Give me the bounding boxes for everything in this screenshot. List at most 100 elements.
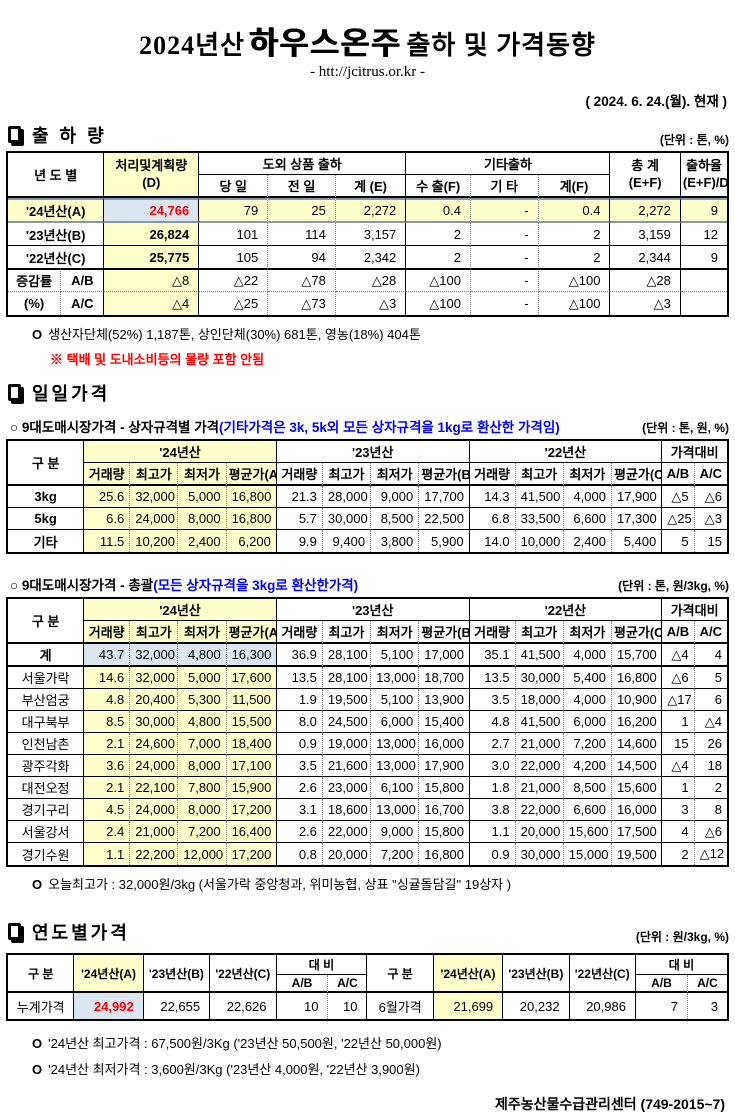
table-cell: △100 <box>538 269 611 292</box>
table-cell: 3.1 <box>276 799 323 821</box>
box-price-title-note: (기타가격은 3k, 5k외 모든 상자규격을 1kg로 환산한 가격임) <box>219 420 560 435</box>
table-cell: 16,300 <box>226 644 277 667</box>
table-cell: 20,400 <box>130 689 179 711</box>
col-high: 최고가 <box>515 621 564 644</box>
col-low: 최저가 <box>371 463 420 486</box>
table-cell: 경기수원 <box>8 843 85 865</box>
table-cell: 4,000 <box>563 486 612 508</box>
section-header-shipment: 출 하 량 (단위 : 톤, %) <box>6 122 729 148</box>
table-cell: 4,000 <box>563 644 612 667</box>
table-cell: 5,100 <box>371 689 420 711</box>
table-cell: 8,000 <box>178 799 227 821</box>
table-cell: 대전오정 <box>8 777 85 799</box>
table-cell: 79 <box>199 198 269 223</box>
section-title-shipment: 출 하 량 <box>32 126 107 146</box>
note-bullet: O <box>32 877 43 892</box>
table-cell: △100 <box>406 269 471 292</box>
producer-note-text: 생산자단체(52%) 1,187톤, 상인단체(30%) 681톤, 영농(18… <box>48 327 421 342</box>
table-cell: 18,000 <box>515 689 564 711</box>
table-cell: 3.5 <box>276 755 323 777</box>
summary-title-note: (모든 상자규격을 3kg로 환산한가격) <box>153 578 359 593</box>
table-cell: 6 <box>694 689 727 711</box>
table-cell: △25 <box>662 508 695 530</box>
colgroup-2022: '22년산 <box>469 599 663 621</box>
section-square-icon <box>8 922 21 940</box>
col-low: 최저가 <box>178 463 227 486</box>
table-cell: 25,775 <box>104 246 200 269</box>
table-cell: 7,200 <box>563 733 612 755</box>
table-cell: - <box>470 246 539 269</box>
title-main: 하우스온주 <box>249 26 402 61</box>
table-cell: △73 <box>268 292 336 315</box>
table-cell: 8,500 <box>371 508 420 530</box>
today-high-note-text: 오늘최고가 : 32,000원/3kg (서울가락 중앙청과, 위미농협, 상표… <box>48 877 512 892</box>
table-cell: 17,000 <box>419 644 470 667</box>
table-cell: 5,000 <box>178 667 227 689</box>
col-ac: A/C <box>694 463 727 486</box>
table-cell: △3 <box>610 292 681 315</box>
table-cell: 11,500 <box>226 689 277 711</box>
table-cell: 0.8 <box>277 843 323 865</box>
table-cell: 11.5 <box>84 530 131 552</box>
table-cell: 2.6 <box>276 777 323 799</box>
table-cell: 2,272 <box>335 198 407 223</box>
summary-price-table-body: 계 43.7 32,000 4,800 16,300 36.9 28,100 5,100 17,… <box>8 644 727 865</box>
col-ac: A/C <box>328 975 368 993</box>
colgroup-price-ratio: 가격대비 <box>662 441 727 463</box>
box-price-subtitle: ○ 9대도매시장가격 - 상자규격별 가격(기타가격은 3k, 5k외 모든 상… <box>6 416 560 436</box>
table-cell: 25 <box>268 198 336 223</box>
table-cell: 15,800 <box>419 821 470 843</box>
col-ship-rate: 출하율 (E+F)/D <box>680 153 727 198</box>
row-label-june: 6월가격 <box>367 993 434 1019</box>
table-cell: 13,900 <box>419 689 470 711</box>
table-cell: △78 <box>268 269 336 292</box>
table-cell: 17,900 <box>419 755 470 777</box>
col-ab: A/B <box>635 975 688 993</box>
col-today: 당 일 <box>199 175 269 198</box>
table-cell: - <box>471 292 539 315</box>
table-cell: 43.7 <box>84 644 131 667</box>
table-cell: 24,000 <box>130 508 179 530</box>
table-cell: 2,342 <box>335 246 407 269</box>
table-cell: 13,000 <box>371 667 420 689</box>
table-cell: 16,800 <box>226 486 277 508</box>
table-cell: 1.8 <box>469 777 516 799</box>
table-cell: 9,000 <box>371 821 420 843</box>
table-cell: - <box>470 269 539 292</box>
table-cell: 14.6 <box>84 667 131 689</box>
table-cell: 4 <box>694 644 727 667</box>
table-row: 서울강서 2.4 21,000 7,200 16,400 2.6 22,000 9,000 15… <box>8 821 727 843</box>
col-export: 수 출(F) <box>406 175 471 198</box>
colgroup-2024: '24년산 <box>84 441 277 463</box>
table-cell: 2.7 <box>469 733 516 755</box>
table-cell: △22 <box>199 269 269 292</box>
table-row: 기타 11.5 10,200 2,400 6,200 9.9 9,400 3,800 5,900… <box>8 530 727 552</box>
today-high-note: O 오늘최고가 : 32,000원/3kg (서울가락 중앙청과, 위미농협, 상… <box>6 874 729 893</box>
col-avg-a: 평균가(A) <box>226 621 277 644</box>
table-cell: 22,200 <box>130 843 179 865</box>
table-cell: △100 <box>539 292 611 315</box>
row-label: '24년산(A) <box>8 198 105 223</box>
table-cell: 28,000 <box>322 486 372 508</box>
table-cell: 1.1 <box>469 821 516 843</box>
table-cell: 2,400 <box>564 530 612 552</box>
unit-label-yearly: (단위 : 원/3kg, %) <box>635 930 729 944</box>
table-cell: 22,000 <box>515 755 564 777</box>
table-cell: 5kg <box>8 508 85 530</box>
table-cell: 2,400 <box>178 530 227 552</box>
table-cell: △100 <box>406 292 471 315</box>
table-row-2024: '24년산(A) 24,766 79 25 2,272 0.4 - 0.4 2,… <box>8 198 727 223</box>
col-planned-qty-line1: 처리및계획량 <box>115 158 188 174</box>
table-cell: 2 <box>406 246 471 269</box>
summary-subtitle: ○ 9대도매시장가격 - 총괄(모든 상자규격을 3kg로 환산한가격) <box>6 574 358 594</box>
table-cell: 30,000 <box>322 508 372 530</box>
col-category: 구 분 <box>8 599 85 644</box>
table-cell: 5,000 <box>178 486 227 508</box>
table-subheader-row: 거래량 최고가 최저가 평균가(A) 거래량 최고가 최저가 평균가(B) 거래… <box>8 621 727 644</box>
table-cell: 6,000 <box>563 711 612 733</box>
col-total-line1: 총 계 <box>631 158 659 174</box>
table-cell: 28,100 <box>322 667 372 689</box>
table-cell: 15,000 <box>564 843 612 865</box>
table-cell: 2.4 <box>84 821 131 843</box>
table-cell: 8,000 <box>178 755 227 777</box>
